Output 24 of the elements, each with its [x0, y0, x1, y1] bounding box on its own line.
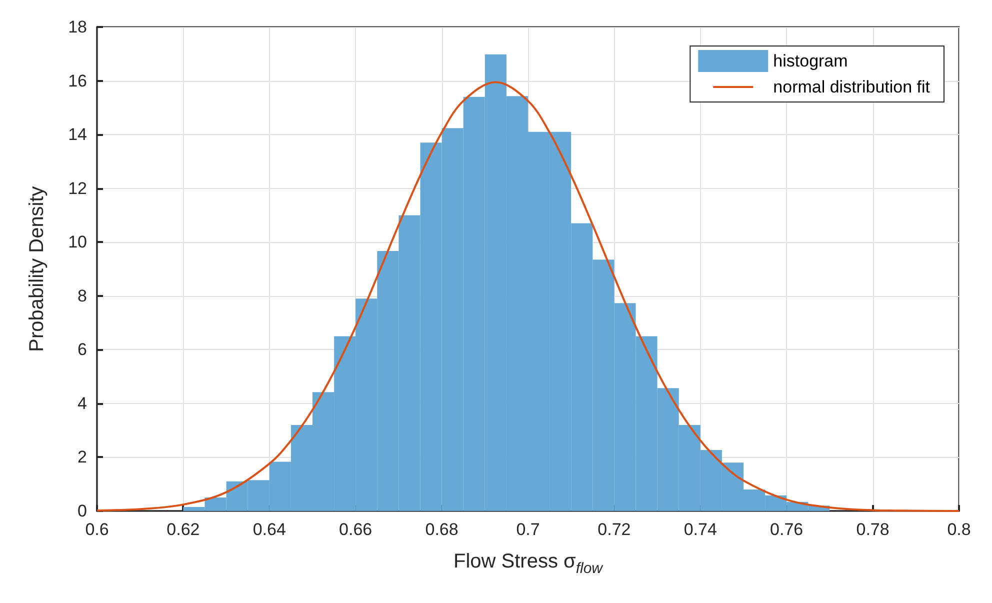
legend-label: normal distribution fit [773, 78, 930, 96]
x-tick-label: 0.64 [252, 520, 286, 539]
x-tick-label: 0.74 [684, 520, 717, 539]
y-tick-label: 16 [68, 71, 87, 90]
x-tick-label: 0.8 [947, 520, 971, 539]
x-tick-label: 0.7 [516, 520, 540, 539]
y-tick-label: 14 [68, 125, 87, 144]
x-tick-label: 0.62 [166, 520, 200, 539]
x-tick-label: 0.78 [856, 520, 890, 539]
y-tick-label: 10 [68, 232, 87, 252]
y-tick-label: 2 [78, 448, 87, 467]
y-tick-label: 8 [78, 286, 87, 306]
x-tick-label: 0.72 [598, 520, 631, 539]
y-tick-label: 6 [78, 340, 87, 360]
y-axis-title: Probability Density [26, 186, 48, 352]
x-tick-label: 0.76 [770, 520, 804, 539]
x-tick-label: 0.66 [339, 520, 372, 539]
y-tick-label: 4 [78, 394, 87, 413]
y-tick-label: 12 [68, 178, 87, 198]
x-tick-label: 0.68 [425, 520, 458, 539]
x-tick-label: 0.6 [85, 520, 109, 539]
y-tick-label: 0 [78, 502, 87, 520]
y-tick-label: 18 [68, 18, 87, 36]
legend-label: histogram [773, 52, 848, 70]
